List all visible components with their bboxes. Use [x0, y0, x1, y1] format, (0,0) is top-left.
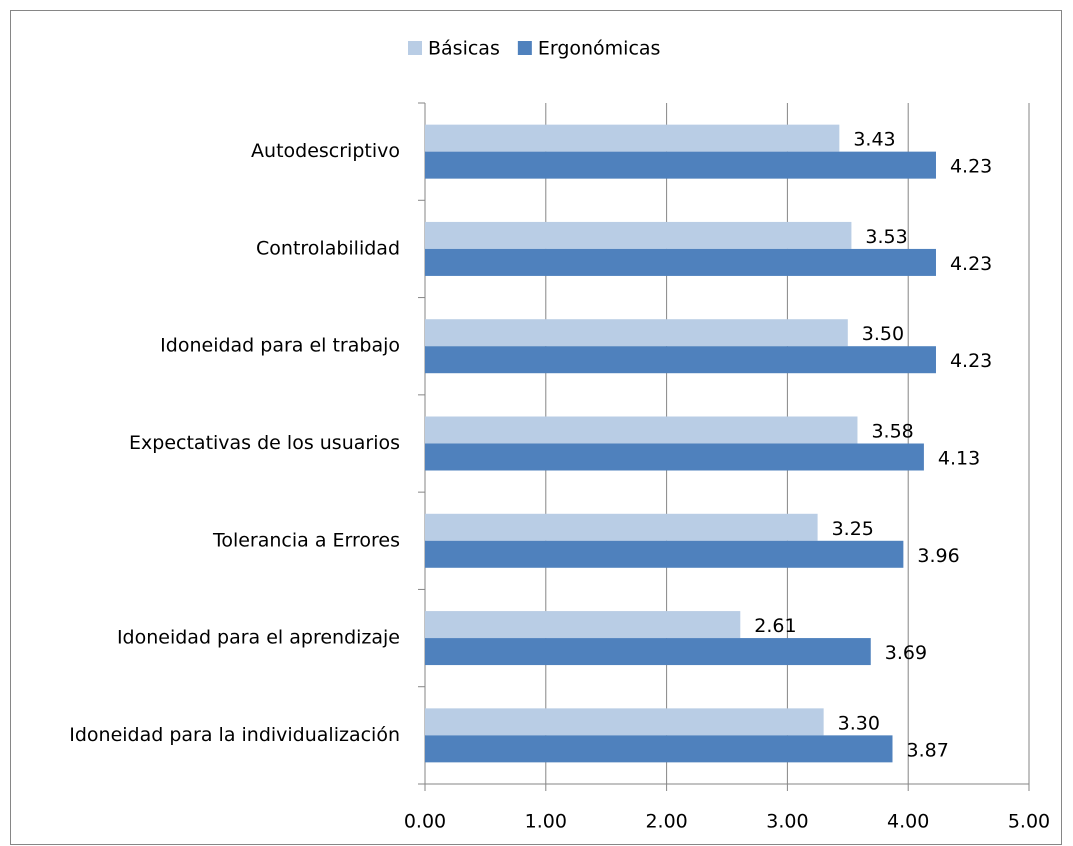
- x-tick-label: 3.00: [766, 811, 808, 833]
- bar: [425, 248, 936, 276]
- value-label: 4.23: [950, 253, 992, 275]
- y-tick-label: Idoneidad para el aprendizaje: [117, 627, 400, 649]
- bar: [425, 151, 936, 179]
- value-label: 4.23: [950, 350, 992, 372]
- chart-border: [10, 10, 1062, 845]
- value-label: 4.13: [938, 448, 980, 470]
- legend-swatch: [517, 41, 532, 55]
- bar: [425, 540, 904, 568]
- y-tick-label: Tolerancia a Errores: [212, 529, 400, 551]
- bar: [425, 319, 848, 347]
- bar: [425, 416, 858, 444]
- y-tick-label: Idoneidad para la individualización: [69, 724, 400, 746]
- x-tick-label: 4.00: [887, 811, 929, 833]
- bar: [425, 708, 824, 736]
- bar: [425, 221, 852, 249]
- x-tick-label: 2.00: [645, 811, 687, 833]
- bar: [425, 346, 936, 374]
- bar: [425, 513, 818, 541]
- value-label: 3.58: [871, 421, 913, 443]
- y-tick-label: Idoneidad para el trabajo: [160, 335, 400, 357]
- y-tick-label: Controlabilidad: [256, 237, 400, 259]
- bar: [425, 735, 893, 763]
- value-label: 3.87: [906, 739, 948, 761]
- x-tick-label: 1.00: [525, 811, 567, 833]
- value-label: 3.96: [917, 545, 959, 567]
- bar: [425, 124, 840, 152]
- bar: [425, 611, 741, 639]
- bar: [425, 638, 871, 666]
- value-label: 3.50: [862, 323, 904, 345]
- legend-label: Ergonómicas: [538, 38, 661, 60]
- value-label: 3.30: [838, 712, 880, 734]
- value-label: 4.23: [950, 156, 992, 178]
- value-label: 3.43: [853, 129, 895, 151]
- y-tick-label: Expectativas de los usuarios: [129, 432, 400, 454]
- y-tick-label: Autodescriptivo: [251, 140, 400, 162]
- legend-swatch: [408, 41, 422, 55]
- value-label: 2.61: [754, 615, 796, 637]
- value-label: 3.25: [832, 518, 874, 540]
- bar: [425, 443, 924, 471]
- legend-label: Básicas: [428, 38, 500, 60]
- x-tick-label: 5.00: [1008, 811, 1050, 833]
- value-label: 3.69: [885, 642, 927, 664]
- value-label: 3.53: [865, 226, 907, 248]
- x-tick-label: 0.00: [404, 811, 446, 833]
